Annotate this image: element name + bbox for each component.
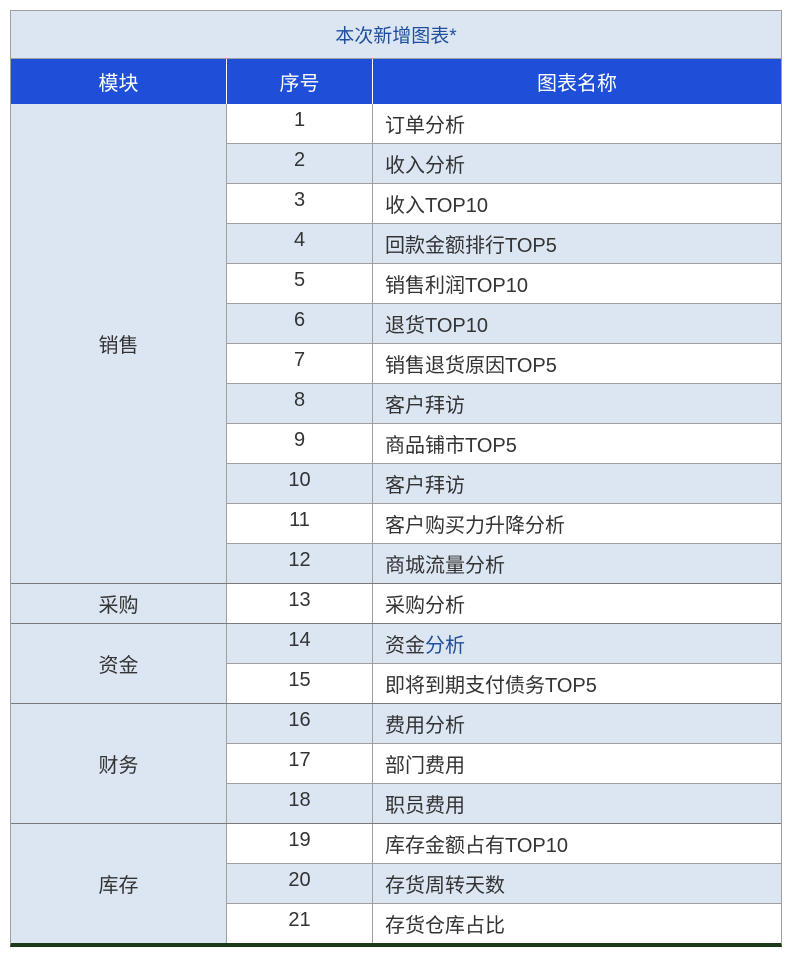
seq-cell: 18 xyxy=(227,784,373,823)
table-row: 17部门费用 xyxy=(227,744,781,784)
name-cell: 商品铺市TOP5 xyxy=(373,424,781,464)
header-module: 模块 xyxy=(11,59,227,104)
module-cell: 采购 xyxy=(11,584,227,623)
seq-cell: 8 xyxy=(227,384,373,424)
name-cell: 客户拜访 xyxy=(373,384,781,424)
seq-cell: 4 xyxy=(227,224,373,264)
seq-cell: 7 xyxy=(227,344,373,384)
name-cell: 即将到期支付债务TOP5 xyxy=(373,664,781,703)
rows-wrap: 1订单分析2收入分析3收入TOP104回款金额排行TOP55销售利润TOP106… xyxy=(227,104,781,583)
table-row: 2收入分析 xyxy=(227,144,781,184)
table-row: 7销售退货原因TOP5 xyxy=(227,344,781,384)
rows-wrap: 19库存金额占有TOP1020存货周转天数21存货仓库占比 xyxy=(227,824,781,943)
table-row: 18职员费用 xyxy=(227,784,781,823)
module-cell: 销售 xyxy=(11,104,227,583)
seq-cell: 21 xyxy=(227,904,373,943)
name-cell: 采购分析 xyxy=(373,584,781,623)
header-seq: 序号 xyxy=(227,59,373,104)
name-text-part: 分析 xyxy=(425,635,465,657)
module-group: 库存19库存金额占有TOP1020存货周转天数21存货仓库占比 xyxy=(11,823,781,943)
name-cell: 商城流量分析 xyxy=(373,544,781,583)
name-cell: 库存金额占有TOP10 xyxy=(373,824,781,864)
table-header: 模块 序号 图表名称 xyxy=(11,59,781,104)
seq-cell: 11 xyxy=(227,504,373,544)
name-cell: 费用分析 xyxy=(373,704,781,744)
rows-wrap: 14资金分析15即将到期支付债务TOP5 xyxy=(227,624,781,703)
table-row: 13采购分析 xyxy=(227,584,781,623)
module-group: 采购13采购分析 xyxy=(11,583,781,623)
name-cell: 资金分析 xyxy=(373,624,781,664)
seq-cell: 15 xyxy=(227,664,373,703)
table-row: 21存货仓库占比 xyxy=(227,904,781,943)
table-row: 16费用分析 xyxy=(227,704,781,744)
table-title: 本次新增图表* xyxy=(11,11,781,59)
seq-cell: 14 xyxy=(227,624,373,664)
seq-cell: 1 xyxy=(227,104,373,144)
seq-cell: 20 xyxy=(227,864,373,904)
table-row: 10客户拜访 xyxy=(227,464,781,504)
rows-wrap: 16费用分析17部门费用18职员费用 xyxy=(227,704,781,823)
table-row: 3收入TOP10 xyxy=(227,184,781,224)
name-cell: 回款金额排行TOP5 xyxy=(373,224,781,264)
seq-cell: 6 xyxy=(227,304,373,344)
table-row: 11客户购买力升降分析 xyxy=(227,504,781,544)
name-cell: 收入分析 xyxy=(373,144,781,184)
table-row: 8客户拜访 xyxy=(227,384,781,424)
seq-cell: 3 xyxy=(227,184,373,224)
name-cell: 客户拜访 xyxy=(373,464,781,504)
module-cell: 财务 xyxy=(11,704,227,823)
seq-cell: 13 xyxy=(227,584,373,623)
name-cell: 部门费用 xyxy=(373,744,781,784)
name-cell: 存货仓库占比 xyxy=(373,904,781,943)
header-name: 图表名称 xyxy=(373,59,781,104)
module-cell: 库存 xyxy=(11,824,227,943)
name-cell: 销售退货原因TOP5 xyxy=(373,344,781,384)
name-cell: 存货周转天数 xyxy=(373,864,781,904)
chart-list-table: 本次新增图表* 模块 序号 图表名称 销售1订单分析2收入分析3收入TOP104… xyxy=(10,10,782,947)
rows-wrap: 13采购分析 xyxy=(227,584,781,623)
table-row: 5销售利润TOP10 xyxy=(227,264,781,304)
name-text-part: 资金 xyxy=(385,635,425,657)
table-body: 销售1订单分析2收入分析3收入TOP104回款金额排行TOP55销售利润TOP1… xyxy=(11,104,781,943)
module-group: 资金14资金分析15即将到期支付债务TOP5 xyxy=(11,623,781,703)
table-row: 14资金分析 xyxy=(227,624,781,664)
module-cell: 资金 xyxy=(11,624,227,703)
seq-cell: 17 xyxy=(227,744,373,784)
seq-cell: 5 xyxy=(227,264,373,304)
seq-cell: 16 xyxy=(227,704,373,744)
table-row: 12商城流量分析 xyxy=(227,544,781,583)
name-cell: 客户购买力升降分析 xyxy=(373,504,781,544)
seq-cell: 10 xyxy=(227,464,373,504)
name-cell: 销售利润TOP10 xyxy=(373,264,781,304)
seq-cell: 9 xyxy=(227,424,373,464)
name-cell: 职员费用 xyxy=(373,784,781,823)
name-cell: 退货TOP10 xyxy=(373,304,781,344)
name-cell: 订单分析 xyxy=(373,104,781,144)
table-row: 9商品铺市TOP5 xyxy=(227,424,781,464)
module-group: 财务16费用分析17部门费用18职员费用 xyxy=(11,703,781,823)
table-row: 15即将到期支付债务TOP5 xyxy=(227,664,781,703)
name-cell: 收入TOP10 xyxy=(373,184,781,224)
seq-cell: 19 xyxy=(227,824,373,864)
seq-cell: 12 xyxy=(227,544,373,583)
table-row: 20存货周转天数 xyxy=(227,864,781,904)
table-row: 6退货TOP10 xyxy=(227,304,781,344)
seq-cell: 2 xyxy=(227,144,373,184)
module-group: 销售1订单分析2收入分析3收入TOP104回款金额排行TOP55销售利润TOP1… xyxy=(11,104,781,583)
table-row: 1订单分析 xyxy=(227,104,781,144)
table-row: 19库存金额占有TOP10 xyxy=(227,824,781,864)
table-row: 4回款金额排行TOP5 xyxy=(227,224,781,264)
